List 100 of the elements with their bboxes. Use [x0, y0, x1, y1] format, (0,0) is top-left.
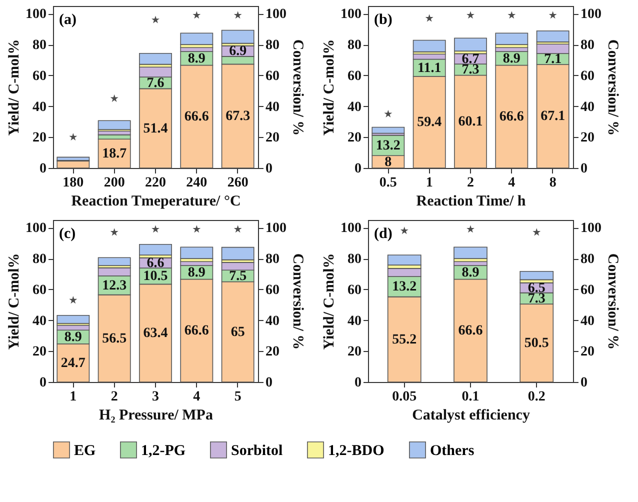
- x-tick-label: 200: [104, 176, 125, 190]
- y2-tick-label: 80: [266, 38, 280, 54]
- data-label: 65: [230, 324, 245, 340]
- y-tick-label: 100: [340, 221, 362, 236]
- y-tick-label: 20: [32, 130, 46, 146]
- data-label: 66.6: [184, 324, 209, 339]
- data-label: 7.5: [229, 268, 247, 284]
- data-label: 67.1: [540, 109, 566, 124]
- y-tick-label: 0: [354, 162, 362, 176]
- legend-label: Others: [430, 442, 474, 459]
- y2-tick-label: 20: [580, 130, 594, 146]
- legend-label: EG: [74, 442, 96, 459]
- y2-tick-label: 20: [580, 344, 594, 360]
- y2-tick-label: 0: [266, 376, 272, 390]
- y2-tick-label: 40: [266, 100, 280, 115]
- x-tick-label: 220: [145, 176, 166, 190]
- y2-tick-label: 60: [266, 282, 280, 298]
- data-label: 66.6: [184, 110, 209, 125]
- y2-tick-label: 100: [580, 221, 602, 236]
- y-tick-label: 0: [40, 376, 46, 390]
- data-label: 18.7: [102, 146, 127, 162]
- x-tick-label: 0.2: [528, 390, 546, 404]
- data-label: 67.3: [226, 109, 250, 124]
- data-label: 7.1: [544, 52, 562, 67]
- y-tick-label: 40: [348, 314, 362, 329]
- y2-tick-label: 100: [580, 7, 602, 22]
- data-label: 10.5: [143, 269, 168, 284]
- y2-axis-title: Conversion/ %: [604, 253, 620, 350]
- x-tick-label: 260: [227, 176, 248, 190]
- y2-axis-title: Conversion/ %: [290, 253, 306, 350]
- x-tick-label: 4: [508, 176, 516, 190]
- data-label: 8.9: [462, 265, 480, 280]
- y-tick-label: 100: [26, 7, 46, 22]
- y2-tick-label: 40: [266, 314, 280, 329]
- x-tick-label: 180: [62, 176, 84, 190]
- data-label: 66.6: [499, 110, 524, 125]
- y-tick-label: 0: [354, 376, 362, 390]
- x-axis-title: Catalyst efficiency: [412, 408, 530, 424]
- x-axis-title: H₂ Pressure/ MPa: [99, 408, 214, 424]
- data-label: 8.9: [188, 51, 206, 66]
- y-tick-label: 20: [348, 130, 362, 146]
- y2-tick-label: 20: [266, 344, 280, 360]
- x-tick-label: 1: [426, 176, 433, 190]
- y-tick-label: 60: [32, 282, 46, 298]
- y-tick-label: 80: [348, 38, 362, 54]
- y2-tick-label: 40: [580, 100, 594, 115]
- y-tick-label: 80: [32, 252, 46, 268]
- y-tick-label: 20: [348, 344, 362, 360]
- y-tick-label: 60: [348, 282, 362, 298]
- data-label: 24.7: [60, 356, 86, 371]
- y2-tick-label: 40: [580, 314, 594, 329]
- y-tick-label: 100: [340, 7, 362, 22]
- y-axis-title: Yield/ C-mol%: [6, 39, 22, 136]
- data-label: 8.9: [502, 51, 520, 66]
- annotation: (d): [374, 226, 392, 242]
- data-label: 11.1: [417, 60, 442, 76]
- data-label: 55.2: [392, 332, 417, 348]
- data-label: 6.9: [229, 44, 247, 60]
- data-label: 6.6: [146, 256, 164, 271]
- data-label: 59.4: [417, 115, 442, 130]
- x-axis-title: Reaction Time/ h: [416, 194, 526, 210]
- x-tick-label: 0.05: [392, 390, 417, 404]
- y-tick-label: 40: [32, 314, 46, 329]
- y-tick-label: 100: [26, 221, 46, 236]
- data-label: 63.4: [143, 326, 168, 342]
- x-tick-label: 4: [193, 390, 200, 404]
- y-tick-label: 80: [348, 252, 362, 268]
- y2-tick-label: 80: [266, 252, 280, 268]
- x-tick-label: 8: [549, 176, 556, 190]
- y2-axis-title: Conversion/ %: [604, 39, 620, 136]
- x-tick-label: 5: [234, 390, 242, 404]
- y-tick-label: 60: [348, 68, 362, 84]
- y-tick-label: 40: [32, 100, 46, 115]
- x-tick-label: 2: [467, 176, 474, 190]
- legend-label: 1,2-PG: [141, 442, 186, 459]
- y-axis-title: Yield/ C-mol%: [6, 253, 22, 350]
- y2-tick-label: 100: [266, 7, 286, 22]
- y2-axis-title: Conversion/ %: [290, 39, 306, 136]
- data-label: 7.3: [462, 62, 480, 78]
- x-tick-label: 3: [152, 390, 159, 404]
- data-label: 60.1: [458, 114, 483, 130]
- y-tick-label: 80: [32, 38, 46, 54]
- x-tick-label: 1: [70, 390, 77, 404]
- y2-tick-label: 80: [580, 38, 594, 54]
- y2-tick-label: 60: [266, 68, 280, 84]
- y2-tick-label: 60: [580, 68, 594, 84]
- x-tick-label: 240: [186, 176, 208, 190]
- x-axis-title: Reaction Tmeperature/ °C: [71, 194, 241, 210]
- data-label: 12.3: [102, 278, 127, 294]
- annotation: (b): [374, 12, 392, 28]
- data-label: 8: [384, 154, 392, 170]
- y-axis-title: Yield/ C-mol%: [322, 253, 338, 350]
- y-axis-title: Yield/ C-mol%: [322, 39, 338, 136]
- data-label: 56.5: [102, 331, 127, 346]
- y2-tick-label: 0: [580, 162, 588, 176]
- x-tick-label: 0.1: [462, 390, 480, 404]
- data-label: 13.2: [376, 138, 400, 154]
- data-label: 8.9: [64, 330, 82, 346]
- y2-tick-label: 0: [266, 162, 272, 176]
- y2-tick-label: 0: [580, 376, 588, 390]
